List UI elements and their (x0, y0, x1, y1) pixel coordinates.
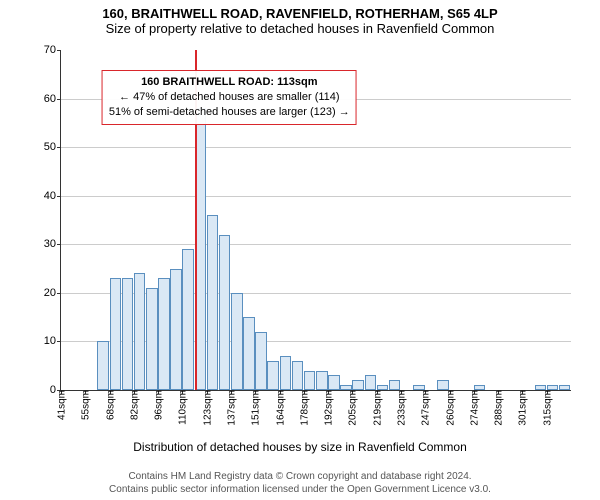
histogram-bar (437, 380, 449, 390)
xtick-label: 82sqm (127, 390, 140, 420)
xtick-label: 123sqm (200, 390, 213, 426)
histogram-bar (110, 278, 122, 390)
histogram-bar (352, 380, 364, 390)
footer: Contains HM Land Registry data © Crown c… (0, 470, 600, 496)
histogram-bar (170, 269, 182, 390)
xtick-label: 41sqm (55, 390, 68, 420)
gridline (61, 244, 571, 245)
histogram-bar (365, 375, 377, 390)
xtick-label: 151sqm (249, 390, 262, 426)
histogram-bar (158, 278, 170, 390)
histogram-bar (219, 235, 231, 390)
histogram-bar (255, 332, 267, 390)
xtick-label: 260sqm (443, 390, 456, 426)
histogram-bar (243, 317, 255, 390)
histogram-bar (231, 293, 243, 390)
gridline (61, 147, 571, 148)
ytick-label: 40 (44, 190, 61, 202)
page-title: 160, BRAITHWELL ROAD, RAVENFIELD, ROTHER… (0, 0, 600, 21)
annotation-box: 160 BRAITHWELL ROAD: 113sqm← 47% of deta… (102, 70, 357, 125)
xtick-label: 233sqm (395, 390, 408, 426)
xtick-label: 247sqm (419, 390, 432, 426)
xtick-label: 315sqm (540, 390, 553, 426)
footer-line-2: Contains public sector information licen… (0, 483, 600, 496)
histogram-bar (304, 371, 316, 390)
xtick-label: 274sqm (467, 390, 480, 426)
page-subtitle: Size of property relative to detached ho… (0, 21, 600, 40)
annotation-line: 51% of semi-detached houses are larger (… (109, 105, 350, 120)
footer-line-1: Contains HM Land Registry data © Crown c… (0, 470, 600, 483)
histogram-bar (267, 361, 279, 390)
xtick-label: 219sqm (370, 390, 383, 426)
histogram-bar (559, 385, 571, 390)
histogram-bar (292, 361, 304, 390)
xtick-label: 205sqm (346, 390, 359, 426)
xtick-label: 137sqm (225, 390, 238, 426)
ytick-label: 60 (44, 93, 61, 105)
histogram-bar (280, 356, 292, 390)
xtick-label: 288sqm (492, 390, 505, 426)
annotation-line: 160 BRAITHWELL ROAD: 113sqm (109, 75, 350, 90)
ytick-label: 70 (44, 44, 61, 56)
histogram-bar (146, 288, 158, 390)
x-axis-label: Distribution of detached houses by size … (0, 440, 600, 454)
xtick-label: 110sqm (176, 390, 189, 425)
xtick-label: 68sqm (103, 390, 116, 420)
histogram-plot: 01020304050607041sqm55sqm68sqm82sqm96sqm… (60, 50, 571, 391)
ytick-label: 30 (44, 238, 61, 250)
annotation-line: ← 47% of detached houses are smaller (11… (109, 90, 350, 105)
ytick-label: 10 (44, 335, 61, 347)
xtick-label: 164sqm (273, 390, 286, 426)
histogram-bar (97, 341, 109, 390)
xtick-label: 96sqm (152, 390, 165, 420)
histogram-bar (328, 375, 340, 390)
histogram-bar (389, 380, 401, 390)
histogram-bar (122, 278, 134, 390)
xtick-label: 178sqm (297, 390, 310, 426)
histogram-bar (316, 371, 328, 390)
histogram-bar (207, 215, 219, 390)
ytick-label: 50 (44, 141, 61, 153)
xtick-label: 55sqm (79, 390, 92, 420)
gridline (61, 196, 571, 197)
xtick-label: 301sqm (516, 390, 529, 426)
xtick-label: 192sqm (322, 390, 335, 426)
ytick-label: 20 (44, 287, 61, 299)
histogram-bar (182, 249, 194, 390)
histogram-bar (134, 273, 146, 390)
